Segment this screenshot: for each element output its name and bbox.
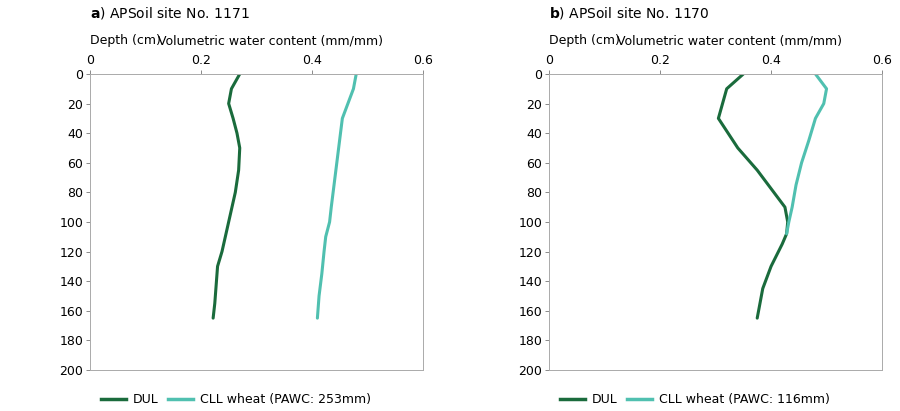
Legend: DUL, CLL wheat (PAWC: 253mm): DUL, CLL wheat (PAWC: 253mm): [96, 388, 375, 411]
Text: Volumetric water content (mm/mm): Volumetric water content (mm/mm): [158, 34, 382, 47]
Text: Depth (cm): Depth (cm): [90, 34, 161, 47]
Text: Volumetric water content (mm/mm): Volumetric water content (mm/mm): [616, 34, 842, 47]
Text: $\bf{a}$) APSoil site No. 1171: $\bf{a}$) APSoil site No. 1171: [90, 5, 249, 21]
Text: Depth (cm): Depth (cm): [549, 34, 620, 47]
Text: $\bf{b}$) APSoil site No. 1170: $\bf{b}$) APSoil site No. 1170: [549, 5, 710, 21]
Legend: DUL, CLL wheat (PAWC: 116mm): DUL, CLL wheat (PAWC: 116mm): [555, 388, 834, 411]
